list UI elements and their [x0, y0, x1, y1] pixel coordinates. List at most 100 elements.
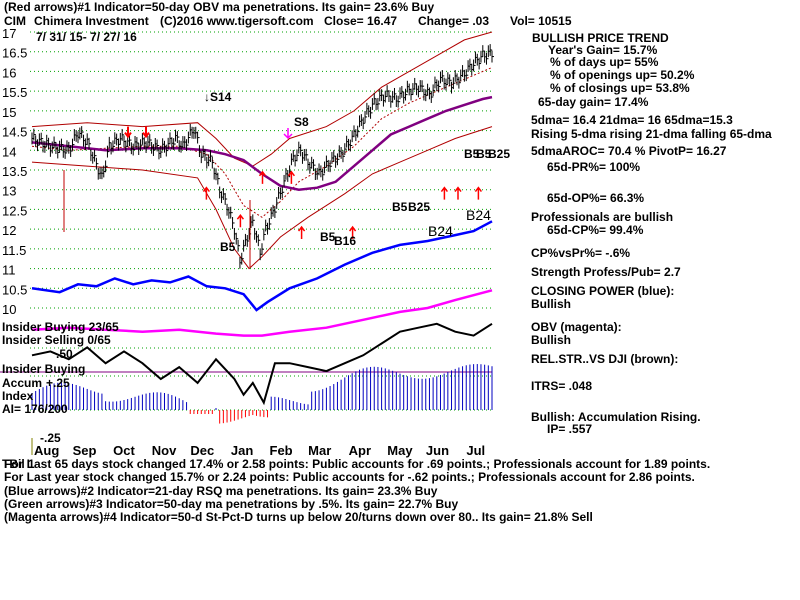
company-label: Chimera Investment — [34, 14, 149, 28]
x-tick-label: May — [387, 443, 413, 458]
x-tick-label: Jun — [426, 443, 449, 458]
x-tick-label: Feb — [270, 443, 293, 458]
stat-cp-vs-pr: CP%vsPr%= -.6% — [531, 246, 631, 260]
stat-65d-pr: 65d-PR%= 100% — [547, 160, 641, 174]
volume-label: Vol= 10515 — [510, 14, 572, 28]
accumulation-index-histogram — [31, 364, 493, 424]
y-tick-label: 12 — [2, 223, 16, 238]
y-axis-labels: 17 16.5 16 15.5 15 14.5 14 13.5 13 12.5 12 11.5 11 10… — [2, 26, 27, 317]
red-down-arrow-icon — [124, 126, 132, 139]
red-up-arrow-icon — [287, 170, 295, 184]
accum-plus50-label: .50 — [56, 347, 73, 361]
stat-65d-op: 65d-OP%= 66.3% — [547, 191, 645, 205]
stat-moving-averages: 5dma= 16.4 21dma= 16 65dma=15.3 — [531, 113, 733, 127]
red-up-arrow-icon — [440, 186, 448, 200]
stat-professionals: Professionals are bullish — [531, 210, 674, 224]
signal-b5-b: B5 — [320, 230, 336, 244]
accum-minus25-label: -.25 — [40, 431, 61, 445]
date-range: 7/ 31/ 15- 7/ 27/ 16 — [36, 30, 137, 44]
signal-b16: B16 — [334, 234, 357, 248]
y-tick-label: 16.5 — [2, 46, 27, 61]
ticker-label: CIM — [4, 14, 26, 28]
rel-strength-title: REL.STR..VS DJI (brown): — [531, 352, 679, 366]
signal-b25-a: B25 — [408, 200, 431, 214]
ai-label: AI= 176/200 — [2, 402, 68, 416]
change-label: Change= .03 — [418, 14, 490, 28]
stat-days-up: % of days up= 55% — [550, 55, 659, 69]
chart-lines — [31, 31, 494, 406]
x-tick-label: Aug — [34, 443, 59, 458]
signal-b5-e: B5 — [476, 147, 492, 161]
x-tick-label: Mar — [308, 443, 331, 458]
accum-label: Accum — [2, 376, 43, 390]
stat-65d-cp: 65d-CP%= 99.4% — [547, 223, 644, 237]
y-tick-label: 10.5 — [2, 282, 27, 297]
red-up-arrow-icon — [236, 213, 244, 228]
footer-65day-summary: For Last 65 days stock changed 17.4% or … — [4, 457, 711, 471]
upper-band-line — [31, 31, 493, 167]
lower-band-line — [31, 126, 493, 270]
y-tick-label: 14 — [2, 144, 16, 159]
y-tick-label: 16 — [2, 65, 16, 80]
stat-ma-trend: Rising 5-dma rising 21-dma falling 65-dm… — [531, 127, 772, 141]
y-tick-label: 13.5 — [2, 164, 27, 179]
magenta-down-arrow-icon — [283, 128, 293, 140]
stat-aroc-pivot: 5dmaAROC= 70.4 % PivotP= 16.27 — [531, 144, 727, 158]
signal-b25-b: B25 — [488, 147, 511, 161]
signal-b5-c: B5 — [392, 200, 408, 214]
accum-status: Bullish: Accumulation Rising. — [531, 410, 701, 424]
y-tick-label: 15 — [2, 105, 16, 120]
footer-tbil-prefix: TBil 1 — [2, 457, 35, 471]
closing-power-status: Bullish — [531, 297, 572, 311]
signal-b5-a: B5 — [220, 240, 236, 254]
down-arrow-icon: ↓ — [204, 90, 210, 104]
signal-s14: ↓S14 — [204, 90, 232, 104]
ip-value: IP= .557 — [547, 422, 593, 436]
stat-years-gain: Year's Gain= 15.7% — [548, 43, 658, 57]
signal-b5-d: B5 — [464, 147, 480, 161]
stat-openings-up: % of openings up= 50.2% — [550, 68, 695, 82]
footer-year-summary: For Last year stock changed 15.7% or 2.2… — [4, 470, 695, 484]
closing-power-title: CLOSING POWER (blue): — [531, 284, 675, 298]
y-tick-label: 17 — [2, 26, 16, 41]
y-tick-label: 15.5 — [2, 85, 27, 100]
side-panel-title: BULLISH PRICE TREND — [532, 31, 669, 45]
red-up-arrow-icon — [298, 225, 306, 240]
insider-buying-label: Insider Buying 23/65 — [2, 320, 119, 334]
itrs-value: ITRS= .048 — [531, 379, 593, 393]
y-tick-label: 10 — [2, 302, 16, 317]
obv-title: OBV (magenta): — [531, 320, 622, 334]
close-label: Close= 16.47 — [324, 14, 398, 28]
obv-line — [31, 289, 493, 337]
x-tick-label: Nov — [152, 443, 177, 458]
stat-strength: Strength Profess/Pub= 2.7 — [531, 265, 681, 279]
red-down-arrow-icon — [142, 126, 150, 139]
copyright-label: (C)2016 www.tigersoft.com — [160, 14, 314, 28]
index-label: Index — [2, 389, 34, 403]
y-tick-label: 11 — [2, 263, 16, 278]
signal-s8: S8 — [294, 115, 309, 129]
y-tick-label: 11.5 — [2, 243, 26, 258]
signal-arrows — [63, 126, 482, 268]
x-tick-label: Oct — [113, 443, 135, 458]
stat-closings-up: % of closings up= 53.8% — [550, 81, 690, 95]
x-tick-label: Apr — [349, 443, 371, 458]
red-up-arrow-icon — [474, 186, 482, 200]
header-line1: (Red arrows)#1 Indicator=50-day OBV ma p… — [4, 0, 435, 14]
signal-b24-b: B24 — [466, 207, 491, 223]
signal-b24-a: B24 — [428, 223, 453, 239]
red-up-arrow-icon — [202, 186, 210, 200]
footer-green-arrows: (Green arrows)#3 Indicator=50-day ma pen… — [4, 497, 459, 511]
rel-strength-line — [31, 322, 493, 406]
red-up-arrow-icon — [454, 186, 462, 200]
y-tick-label: 12.5 — [2, 203, 27, 218]
accum-plus25-label: +.25 — [46, 376, 70, 390]
ma21-line — [31, 67, 493, 218]
closing-power-line — [31, 220, 493, 312]
footer-magenta-arrows: (Magenta arrows)#4 Indicator=50-d St-Pct… — [4, 510, 593, 524]
red-up-arrow-icon — [258, 170, 267, 184]
footer-blue-arrows: (Blue arrows)#2 Indicator=21-day RSQ ma … — [4, 484, 438, 498]
insider-buying-mid-label: Insider Buying — [2, 362, 86, 376]
x-tick-label: Jul — [466, 443, 485, 458]
